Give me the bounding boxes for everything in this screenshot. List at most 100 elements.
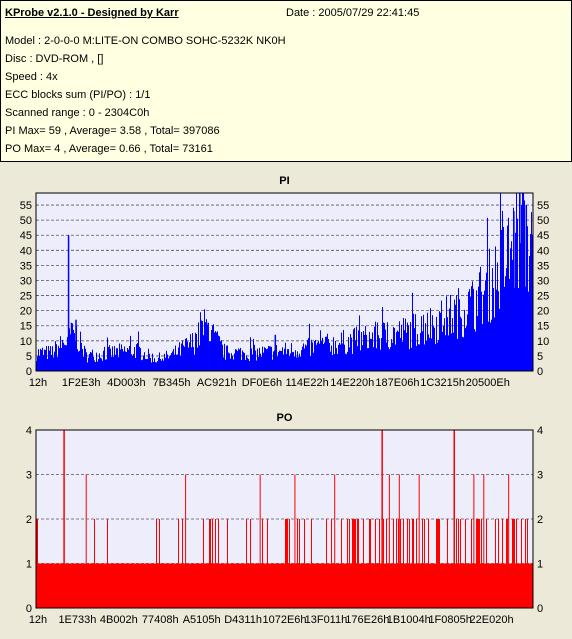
pi-bar xyxy=(127,347,128,371)
pi-bar xyxy=(437,342,438,371)
pi-bar xyxy=(238,348,239,371)
pi-bar xyxy=(163,360,164,371)
pi-bar xyxy=(179,342,180,371)
pi-bar xyxy=(84,345,85,371)
pi-bar xyxy=(385,329,386,371)
pi-bar xyxy=(188,347,189,371)
pi-bar xyxy=(474,329,475,371)
pi-bar xyxy=(492,268,493,371)
pi-ytick-left: 25 xyxy=(20,291,32,303)
pi-bar xyxy=(486,272,487,371)
po-baseline-fill xyxy=(36,563,533,608)
pi-bar xyxy=(277,356,278,371)
pi-bar xyxy=(398,331,399,371)
pi-bar xyxy=(102,360,103,371)
pi-bar xyxy=(269,346,270,371)
pi-bar xyxy=(390,347,391,371)
pi-bar xyxy=(331,345,332,371)
pi-bar xyxy=(160,358,161,371)
pi-bar xyxy=(268,346,269,371)
pi-bar xyxy=(195,332,196,371)
pi-bar xyxy=(315,339,316,371)
po-bar xyxy=(246,519,247,608)
pi-bar xyxy=(185,338,186,371)
pi-bar xyxy=(482,324,483,371)
pi-bar xyxy=(155,361,156,371)
pi-bar xyxy=(210,341,211,371)
po-bar xyxy=(331,519,332,608)
pi-bar xyxy=(350,334,351,371)
pi-bar xyxy=(418,344,419,371)
pi-xtick: 20500Eh xyxy=(466,377,510,389)
pi-bar xyxy=(356,326,357,371)
po-spike-3 xyxy=(508,474,510,608)
pi-bar xyxy=(471,286,472,371)
po-bar xyxy=(363,519,364,608)
po-bar xyxy=(407,519,408,608)
pi-bar xyxy=(371,339,372,371)
pi-bar xyxy=(460,316,461,371)
pi-bar xyxy=(192,333,193,371)
pi-bar xyxy=(352,353,353,371)
pi-bar xyxy=(184,346,185,371)
pi-bar xyxy=(322,337,323,371)
po-bar xyxy=(486,519,487,608)
pi-bar xyxy=(168,358,169,371)
pi-ytick-right: 50 xyxy=(537,215,549,227)
po-ytick-left: 0 xyxy=(26,603,32,615)
pi-bar xyxy=(494,317,495,371)
po-chart-panel: PO 0 0 1 1 2 2 3 3 4 4 12h 1E733h 4B002h 77408h A5105h D… xyxy=(0,400,572,636)
po-ytick-right: 4 xyxy=(537,425,543,437)
po-ytick-left: 2 xyxy=(26,514,32,526)
pi-bar xyxy=(489,248,490,371)
pi-bar xyxy=(87,362,88,371)
pi-bar xyxy=(304,348,305,371)
pi-bar xyxy=(45,349,46,371)
pi-bar xyxy=(255,350,256,371)
pi-bar xyxy=(343,329,344,371)
pi-bar xyxy=(507,225,508,371)
pi-bar xyxy=(49,350,50,371)
po-ytick-right: 2 xyxy=(537,514,543,526)
pi-ytick-right: 45 xyxy=(537,230,549,242)
po-spike-3 xyxy=(185,474,187,608)
pi-bar xyxy=(409,349,410,371)
pi-bar xyxy=(498,291,499,371)
pi-bar xyxy=(116,348,117,371)
pi-bar xyxy=(48,346,49,371)
po-bar xyxy=(357,519,358,608)
po-bar xyxy=(311,519,312,608)
pi-bar xyxy=(216,332,217,371)
pi-bar xyxy=(509,278,510,371)
po-bar xyxy=(250,519,251,608)
pi-bar xyxy=(226,345,227,371)
pi-bar xyxy=(53,357,54,371)
pi-bar xyxy=(234,353,235,371)
pi-bar xyxy=(67,336,68,371)
pi-ytick-right: 55 xyxy=(537,200,549,212)
po-bar xyxy=(422,519,423,608)
pi-bar xyxy=(316,344,317,371)
pi-bar xyxy=(290,353,291,371)
pi-bar xyxy=(517,218,518,371)
pi-bar xyxy=(92,349,93,371)
pi-xtick: 187E06h xyxy=(375,377,419,389)
pi-xtick: AC921h xyxy=(197,377,237,389)
pi-bar xyxy=(138,331,139,371)
pi-bar xyxy=(283,354,284,371)
pi-bar xyxy=(426,340,427,371)
po-spike-3 xyxy=(473,474,475,608)
pi-bar xyxy=(144,352,145,371)
pi-bar xyxy=(69,328,70,371)
pi-spike xyxy=(200,319,202,371)
pi-ytick-left: 5 xyxy=(26,351,32,363)
pi-bar xyxy=(189,342,190,371)
info-model: Model : 2-0-0-0 M:LITE-ON COMBO SOHC-523… xyxy=(5,35,286,47)
pi-bar xyxy=(274,350,275,371)
pi-bar xyxy=(458,288,459,371)
pi-bar xyxy=(51,354,52,371)
pi-bar xyxy=(502,210,503,371)
pi-bar xyxy=(82,348,83,371)
pi-bar xyxy=(176,354,177,371)
